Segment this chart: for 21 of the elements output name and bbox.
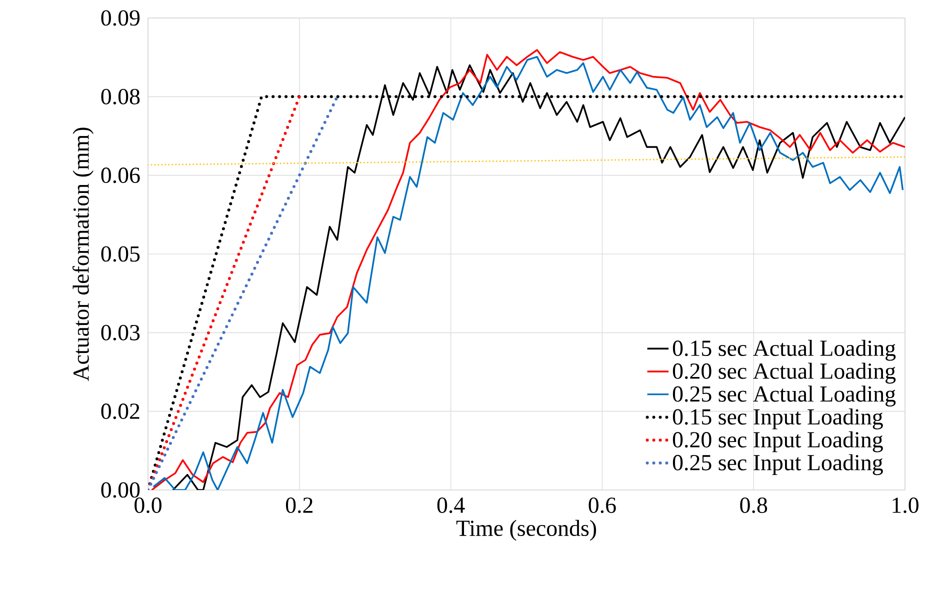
legend-label: 0.15 sec Input Loading <box>672 408 883 430</box>
legend-label: 0.15 sec Actual Loading <box>672 340 896 361</box>
x-tick-label: 0.6 <box>588 498 616 514</box>
y-tick-label: 0.00 <box>101 482 140 498</box>
x-tick-label: 1.0 <box>892 498 918 514</box>
legend-label: 0.25 sec Actual Loading <box>672 386 896 406</box>
y-tick-label: 0.06 <box>101 168 140 184</box>
y-tick-label: 0.08 <box>101 88 140 104</box>
x-tick-label: 0.4 <box>437 498 465 514</box>
legend-label: 0.20 sec Actual Loading <box>672 362 896 384</box>
x-tick-label: 0.8 <box>740 498 768 514</box>
y-tick-label: 0.05 <box>101 246 140 262</box>
x-tick-label: 0.0 <box>134 498 162 514</box>
y-tick-label: 0.03 <box>101 324 140 340</box>
legend-label: 0.20 sec Input Loading <box>672 431 883 452</box>
y-tick-label: 0.02 <box>101 404 140 420</box>
y-axis-title: Actuator deformation (mm) <box>72 128 94 382</box>
x-axis-title: Time (seconds) <box>456 520 596 541</box>
legend-label: 0.25 sec Input Loading <box>672 454 883 476</box>
x-tick-label: 0.2 <box>286 498 312 514</box>
y-tick-label: 0.09 <box>101 10 140 26</box>
